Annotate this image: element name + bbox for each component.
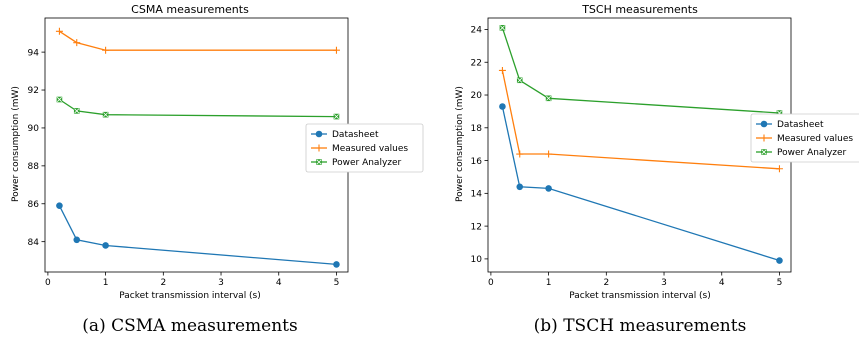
x-tick-label: 1: [103, 278, 109, 288]
data-point: [516, 183, 523, 190]
y-tick-label: 92: [28, 86, 39, 96]
data-point: [499, 67, 506, 74]
data-point: [57, 97, 63, 103]
legend-label: Power Analyzer: [332, 158, 402, 168]
x-ticks: 0 1 2 3 4 5: [488, 272, 782, 288]
series-line: [59, 100, 336, 117]
data-point: [102, 47, 109, 54]
y-tick-label: 12: [471, 222, 482, 232]
y-tick-label: 84: [28, 238, 40, 248]
legend-label: Datasheet: [777, 120, 824, 130]
chart-title: CSMA measurements: [131, 3, 249, 16]
x-tick-label: 3: [661, 278, 667, 288]
legend-marker: [761, 121, 768, 128]
data-point: [73, 236, 80, 243]
x-tick-label: 2: [160, 278, 166, 288]
series-line: [59, 206, 336, 265]
legend-marker: [316, 159, 322, 165]
legend: Datasheet Measured values Power Analyzer: [306, 124, 423, 172]
data-point: [500, 25, 506, 31]
data-point: [546, 95, 552, 101]
data-point: [102, 242, 109, 249]
x-tick-label: 5: [334, 278, 340, 288]
y-tick-label: 88: [28, 162, 40, 172]
y-axis-label: Power consumption (mW): [11, 86, 21, 202]
legend-label: Datasheet: [332, 130, 379, 140]
legend-marker: [761, 149, 767, 155]
y-axis-label: Power consumption (mW): [455, 86, 465, 202]
chart-tsch: TSCH measurements Packet transmission in…: [455, 3, 859, 301]
y-tick-label: 16: [471, 157, 483, 167]
data-point: [56, 28, 63, 35]
x-tick-label: 1: [546, 278, 552, 288]
x-axis-label: Packet transmission interval (s): [569, 291, 711, 301]
caption-b: (b) TSCH measurements: [534, 316, 747, 336]
data-point: [333, 47, 340, 54]
caption-a: (a) CSMA measurements: [82, 316, 297, 336]
series-group: [56, 28, 340, 268]
series-group: [499, 25, 783, 264]
data-point: [545, 151, 552, 158]
y-ticks: 84 86 88 90 92 94: [28, 48, 45, 248]
x-tick-label: 3: [218, 278, 224, 288]
data-point: [776, 165, 783, 172]
chart-csma: CSMA measurements Packet transmission in…: [11, 3, 423, 301]
x-tick-label: 0: [488, 278, 494, 288]
y-tick-label: 10: [471, 255, 483, 265]
x-tick-label: 5: [777, 278, 783, 288]
x-tick-label: 4: [719, 278, 725, 288]
series-line: [59, 31, 336, 50]
data-point: [74, 108, 80, 114]
data-point: [103, 112, 109, 118]
series-line: [502, 70, 779, 168]
plot-frame: [45, 18, 348, 272]
y-tick-label: 18: [471, 124, 483, 134]
y-tick-label: 14: [471, 190, 483, 200]
data-point: [334, 114, 340, 120]
data-point: [545, 185, 552, 192]
x-tick-label: 0: [45, 278, 51, 288]
x-tick-label: 2: [603, 278, 609, 288]
data-point: [56, 202, 63, 209]
legend-label: Measured values: [777, 134, 853, 144]
y-tick-label: 24: [471, 26, 483, 36]
y-tick-label: 94: [28, 48, 40, 58]
data-point: [499, 103, 506, 110]
chart-title: TSCH measurements: [581, 3, 698, 16]
data-point: [73, 39, 80, 46]
series-line: [502, 28, 779, 113]
y-ticks: 10 12 14 16 18 20 22 24: [471, 26, 488, 265]
y-tick-label: 86: [28, 200, 40, 210]
data-point: [333, 261, 340, 268]
legend-label: Measured values: [332, 144, 408, 154]
x-tick-label: 4: [276, 278, 282, 288]
y-tick-label: 20: [471, 91, 483, 101]
legend: Datasheet Measured values Power Analyzer: [751, 114, 859, 162]
data-point: [516, 151, 523, 158]
data-point: [517, 77, 523, 83]
data-point: [776, 257, 783, 264]
series-line: [502, 107, 779, 261]
x-axis-label: Packet transmission interval (s): [119, 291, 261, 301]
y-tick-label: 22: [471, 58, 482, 68]
plot-frame: [488, 18, 791, 272]
x-ticks: 0 1 2 3 4 5: [45, 272, 339, 288]
y-tick-label: 90: [28, 124, 40, 134]
legend-marker: [316, 131, 323, 138]
legend-label: Power Analyzer: [777, 148, 847, 158]
